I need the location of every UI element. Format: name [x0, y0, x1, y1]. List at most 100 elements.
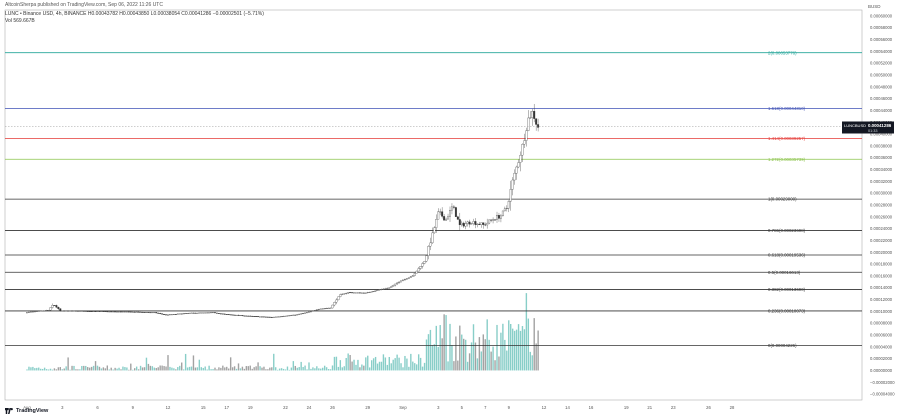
volume-bar — [437, 346, 439, 371]
fibonacci-levels[interactable]: 2(0.00053776) 1.618(0.00044310) 1.414(0.00… — [5, 50, 862, 348]
y-tick-label: 0.00004000 — [870, 344, 893, 349]
volume-bar — [484, 339, 486, 371]
volume-bar — [537, 330, 539, 371]
candle-body — [360, 292, 363, 294]
candle-body — [523, 140, 526, 145]
time-axis[interactable]: Aug 3 6 9 12 15 17 19 22 24 26 29 Sep 3 5 7 9 12 14 16 19 21 2… — [23, 405, 735, 410]
candle-body — [129, 311, 132, 313]
volume-bar — [349, 355, 351, 371]
volume-bar — [302, 366, 304, 371]
candle-body — [284, 315, 287, 317]
candle-body — [380, 289, 383, 290]
volume-bar — [153, 367, 155, 371]
volume-bar — [318, 368, 320, 371]
plot-frame — [4, 9, 863, 401]
candle-body — [404, 278, 406, 281]
y-tick-label: 0.00034000 — [870, 167, 893, 172]
candle-body — [163, 313, 166, 315]
candle-body — [286, 315, 289, 317]
candle-body — [212, 312, 214, 314]
volume-bar — [443, 314, 445, 371]
candle-body — [39, 310, 42, 312]
y-tick-label: 0.00046000 — [870, 96, 893, 101]
candle-body — [208, 312, 211, 314]
volume-bar — [429, 329, 432, 371]
candle-body — [429, 242, 432, 247]
volume-bar — [269, 367, 271, 371]
symbol-legend[interactable]: LUNC • Binance USD, 4h, BINANCE H0.00043… — [5, 11, 264, 17]
volume-bar — [30, 367, 32, 371]
volume-bar — [392, 359, 394, 371]
volume-bar — [466, 361, 469, 371]
volume-bar — [112, 369, 114, 371]
candle-body — [118, 311, 120, 313]
candle-body — [337, 296, 340, 301]
volume-bar — [51, 369, 54, 371]
volume-bar — [47, 369, 50, 371]
volume-bar — [43, 367, 46, 371]
volume-bar — [28, 366, 30, 371]
candle-body — [349, 292, 352, 294]
volume-legend: Vol 569.667B — [5, 18, 35, 24]
volume-bar — [292, 361, 295, 371]
candle-body — [137, 311, 140, 313]
candle-body — [470, 223, 473, 225]
volume-bar — [345, 357, 347, 371]
y-tick-label: 0.00010000 — [870, 309, 893, 314]
candle-body — [507, 201, 510, 209]
candle-body — [288, 315, 291, 317]
volume-bar — [380, 361, 383, 371]
candle-body — [165, 314, 167, 316]
volume-bar — [100, 368, 103, 371]
volume-bar — [402, 367, 404, 371]
volume-bar — [323, 365, 326, 371]
volume-bar — [312, 367, 314, 371]
x-tick-label: 12 — [542, 405, 547, 410]
candle-body — [321, 308, 324, 310]
candle-body — [202, 312, 205, 314]
x-tick-label: 12 — [166, 405, 171, 410]
candle-body — [227, 314, 230, 316]
volume-bar — [165, 366, 167, 371]
candle-body — [278, 316, 281, 318]
volume-bar — [515, 329, 518, 371]
volume-bar — [198, 359, 201, 371]
volume-bar — [184, 353, 187, 371]
y-tick-label: 0.00026000 — [870, 214, 893, 219]
volume-bar — [175, 369, 177, 371]
volume-bar — [130, 363, 132, 371]
volume-bar — [331, 365, 334, 371]
candle-body — [147, 312, 150, 313]
candle-body — [122, 311, 124, 313]
volume-bar — [263, 366, 265, 371]
volume-bar — [151, 366, 154, 371]
volume-bar — [90, 366, 93, 371]
volume-bar — [132, 369, 134, 371]
candle-body — [270, 316, 273, 318]
volume-bar — [410, 353, 412, 371]
candle-body — [75, 310, 77, 312]
candle-body — [499, 215, 502, 219]
x-tick-label: 3 — [61, 405, 64, 410]
volume-bar — [255, 366, 257, 371]
volume-bar — [504, 339, 506, 371]
volume-bar — [163, 366, 165, 371]
volume-bar — [341, 367, 343, 371]
candle-body — [61, 310, 64, 312]
volume-bar — [141, 367, 144, 371]
candle-body — [104, 311, 107, 313]
volume-bar — [228, 368, 230, 371]
volume-bar — [335, 356, 338, 371]
candle-body — [441, 211, 444, 217]
volume-bar — [414, 363, 416, 371]
volume-bar — [26, 369, 28, 371]
volume-bar — [423, 362, 426, 371]
tradingview-logo[interactable]: TradingView — [5, 408, 48, 414]
candle-body — [329, 307, 332, 309]
candle-body — [519, 154, 522, 163]
candle-body — [300, 313, 303, 315]
x-tick-label: 5 — [461, 405, 464, 410]
candle-body — [515, 166, 518, 174]
volume-bar — [510, 323, 512, 371]
